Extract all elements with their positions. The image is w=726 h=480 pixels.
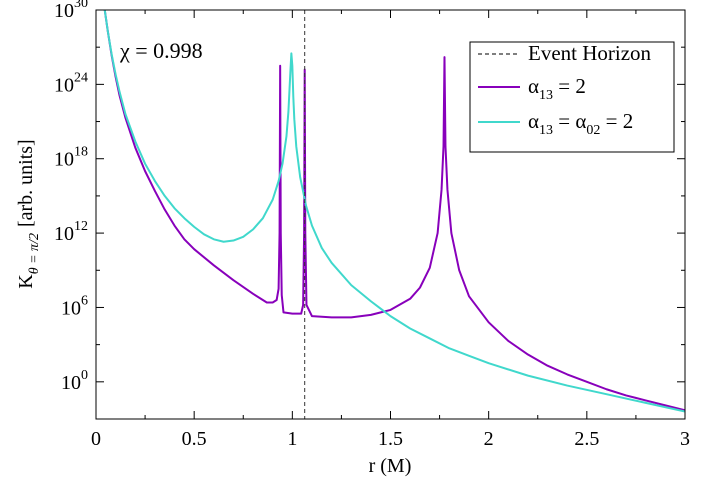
y-tick-label: 1024 [54,70,88,96]
x-tick-label: 0.5 [182,428,207,450]
x-tick-label: 2 [484,428,494,450]
x-tick-label: 3 [680,428,690,450]
y-axis-label-text: Kθ = π/2 [arb. units] [15,139,42,288]
x-tick-label: 1.5 [378,428,403,450]
legend-label-3: α13 = α02 = 2 [528,109,633,138]
y-axis-label: Kθ = π/2 [arb. units] [15,139,42,288]
axis-ticks: 0 0.5 1 1.5 2 2.5 3 100 106 1012 1018 1024 1030 [54,0,690,450]
y-tick-label: 1012 [54,219,88,245]
legend-label-2: α13 = 2 [528,74,586,103]
x-axis-label: r (M) [369,455,412,477]
x-tick-label: 0 [91,428,101,450]
y-tick-label: 1018 [54,145,88,171]
y-label-suffix: [arb. units] [15,139,37,227]
y-tick-label: 106 [61,293,88,319]
annotation-chi: χ = 0.998 [119,38,203,63]
x-tick-label: 2.5 [574,428,599,450]
legend: Event Horizon α13 = 2 α13 = α02 = 2 [469,41,675,153]
y-label-sub: θ = π/2 [27,233,42,274]
series-line-2 [103,10,685,413]
legend-label-1: Event Horizon [528,41,652,65]
y-label-main: K [15,274,37,289]
y-tick-label: 100 [61,368,88,394]
x-tick-label: 1 [287,428,297,450]
x-axis-label-text: r (M) [369,455,412,477]
y-tick-label: 1030 [54,0,88,22]
legend-box [469,41,675,153]
